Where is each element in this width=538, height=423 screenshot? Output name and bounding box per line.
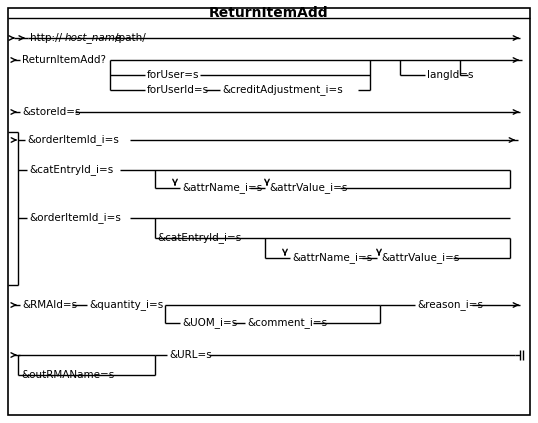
Text: &quantity_i=s: &quantity_i=s (89, 299, 163, 310)
Text: &storeId=s: &storeId=s (22, 107, 81, 117)
Text: &attrValue_i=s: &attrValue_i=s (381, 253, 459, 264)
Text: forUser=s: forUser=s (147, 70, 200, 80)
Text: &RMAId=s: &RMAId=s (22, 300, 77, 310)
Text: &comment_i=s: &comment_i=s (247, 318, 327, 328)
Text: langId=s: langId=s (427, 70, 473, 80)
Text: &orderItemId_i=s: &orderItemId_i=s (27, 135, 119, 146)
Text: http://: http:// (30, 33, 62, 43)
Text: &URL=s: &URL=s (169, 350, 212, 360)
Text: &creditAdjustment_i=s: &creditAdjustment_i=s (222, 85, 343, 96)
Text: &outRMAName=s: &outRMAName=s (21, 370, 114, 380)
Text: &attrName_i=s: &attrName_i=s (292, 253, 372, 264)
Text: &catEntryId_i=s: &catEntryId_i=s (157, 233, 241, 244)
Text: &attrValue_i=s: &attrValue_i=s (269, 183, 348, 193)
Text: &catEntryId_i=s: &catEntryId_i=s (29, 165, 114, 176)
Text: &UOM_i=s: &UOM_i=s (182, 318, 237, 328)
Text: &attrName_i=s: &attrName_i=s (182, 183, 262, 193)
Text: /path/: /path/ (115, 33, 146, 43)
Text: forUserId=s: forUserId=s (147, 85, 209, 95)
Text: ReturnItemAdd: ReturnItemAdd (209, 6, 329, 20)
Text: &reason_i=s: &reason_i=s (417, 299, 483, 310)
Text: host_name: host_name (65, 33, 122, 44)
Text: ReturnItemAdd?: ReturnItemAdd? (22, 55, 106, 65)
Text: &orderItemId_i=s: &orderItemId_i=s (29, 212, 121, 223)
